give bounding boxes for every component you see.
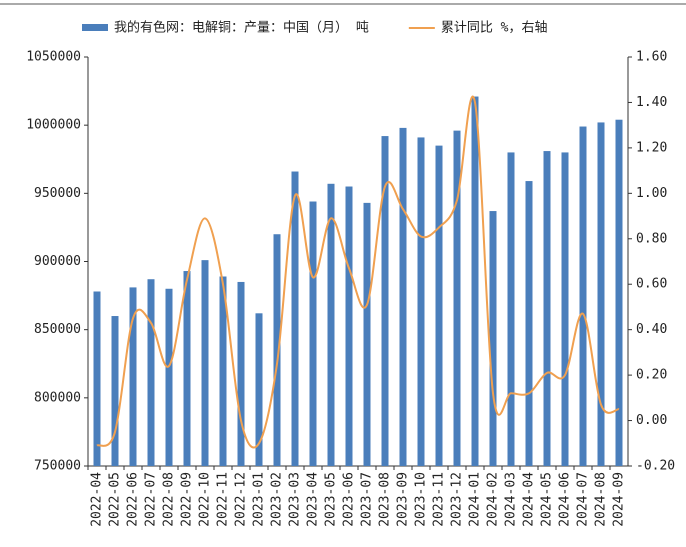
y2-tick-label: 1.40: [636, 95, 667, 110]
line: [96, 95, 620, 449]
bar: [471, 96, 479, 466]
y2-tick-label: 1.00: [636, 186, 667, 201]
y-tick-label: 1050000: [26, 50, 81, 65]
x-tick-label: 2022-06: [126, 472, 141, 527]
x-tick-label: 2023-05: [324, 472, 339, 527]
bar: [597, 122, 605, 466]
y2-tick-label: 1.60: [636, 50, 667, 65]
bar: [273, 234, 281, 466]
bar: [183, 271, 191, 466]
y-tick-label: 850000: [34, 322, 81, 337]
bar: [453, 130, 461, 466]
x-tick-label: 2024-05: [540, 472, 555, 527]
y-tick-label: 950000: [34, 186, 81, 201]
x-tick-label: 2024-06: [558, 472, 573, 527]
y2-tick-label: 0.40: [636, 322, 667, 337]
x-tick-label: 2023-12: [450, 472, 465, 527]
y-tick-label: 750000: [34, 459, 81, 474]
bar: [201, 260, 209, 466]
legend-label: 我的有色网：电解铜：产量：中国（月） 吨: [114, 20, 369, 36]
bar: [345, 186, 353, 466]
y2-tick-label: -0.20: [636, 459, 675, 474]
bar: [237, 281, 245, 466]
x-tick-label: 2024-04: [522, 472, 537, 527]
x-tick-label: 2023-04: [306, 472, 321, 527]
bar: [381, 136, 389, 466]
x-tick-label: 2022-07: [144, 472, 159, 527]
x-tick-label: 2022-12: [234, 472, 249, 527]
x-tick-label: 2024-02: [486, 472, 501, 527]
bar: [363, 202, 371, 467]
x-tick-label: 2023-07: [360, 472, 375, 527]
legend-label: 累计同比 %，右轴: [441, 21, 548, 36]
bar: [255, 313, 263, 466]
x-tick-label: 2022-05: [108, 472, 123, 527]
bar: [489, 211, 497, 466]
bar: [615, 119, 623, 467]
x-tick-label: 2023-08: [378, 472, 393, 527]
x-tick-label: 2023-01: [252, 472, 267, 527]
y2-tick-label: 0.60: [636, 277, 667, 292]
x-tick-label: 2023-10: [414, 472, 429, 527]
x-tick-label: 2024-01: [468, 472, 483, 527]
bar: [147, 279, 155, 466]
x-tick-label: 2024-03: [504, 472, 519, 527]
bar: [309, 201, 317, 466]
bar: [417, 137, 425, 467]
bar: [327, 183, 335, 467]
y-tick-label: 800000: [34, 390, 81, 405]
x-tick-label: 2022-09: [180, 472, 195, 527]
y2-tick-label: 0.20: [636, 368, 667, 383]
y2-tick-label: 0.80: [636, 231, 667, 246]
y2-tick-label: 1.20: [636, 140, 667, 155]
bar: [165, 288, 173, 466]
x-tick-label: 2023-06: [342, 472, 357, 527]
x-tick-label: 2023-02: [270, 472, 285, 527]
x-tick-label: 2023-09: [396, 472, 411, 527]
x-tick-label: 2022-10: [198, 472, 213, 527]
legend-swatch: [82, 24, 108, 31]
x-tick-label: 2024-07: [576, 472, 591, 527]
bar: [543, 151, 551, 466]
bar: [435, 145, 443, 466]
x-tick-label: 2023-11: [432, 472, 447, 527]
bar: [93, 291, 101, 466]
x-tick-label: 2022-08: [162, 472, 177, 527]
bar: [219, 276, 227, 466]
bar: [291, 171, 299, 466]
x-tick-label: 2024-09: [612, 472, 627, 527]
bar: [561, 152, 569, 466]
bar: [579, 126, 587, 466]
x-tick-label: 2023-03: [288, 472, 303, 527]
x-tick-label: 2022-04: [90, 472, 105, 527]
bar: [111, 316, 119, 466]
bar: [399, 127, 407, 466]
bar: [129, 287, 137, 466]
x-tick-label: 2024-08: [594, 472, 609, 527]
bar: [507, 152, 515, 466]
y-tick-label: 900000: [34, 254, 81, 269]
y-tick-label: 1000000: [26, 118, 81, 133]
y2-tick-label: 0.00: [636, 413, 667, 428]
x-tick-label: 2022-11: [216, 472, 231, 527]
bar: [525, 181, 533, 466]
